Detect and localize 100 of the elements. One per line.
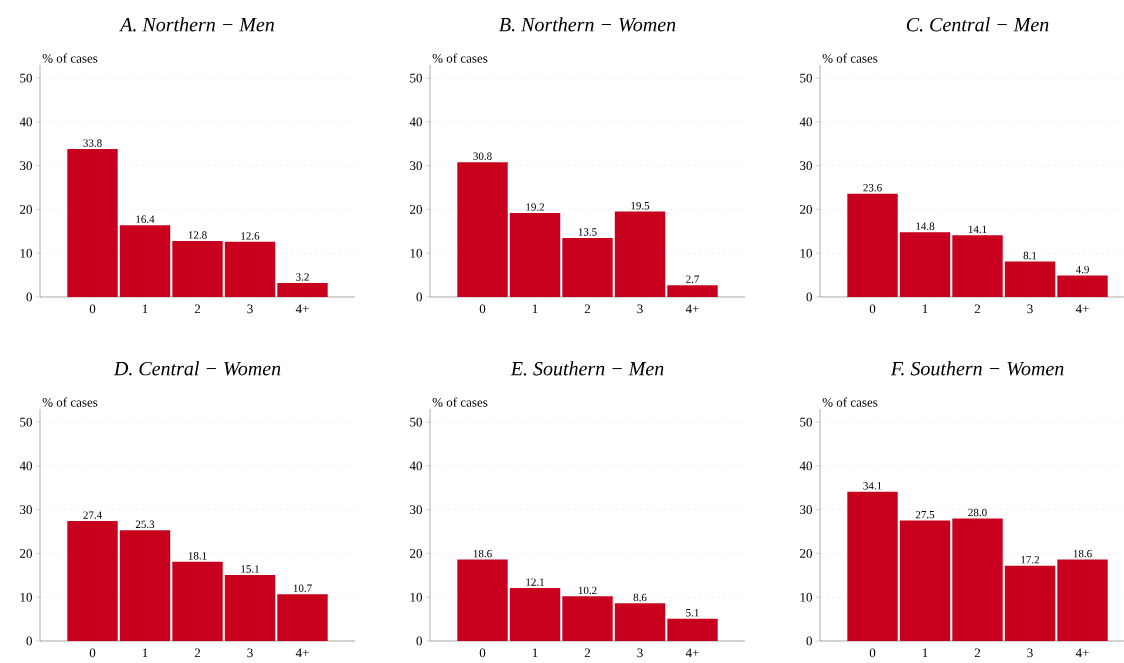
x-tick-label: 2 — [194, 648, 201, 658]
data-label: 12.1 — [526, 578, 544, 586]
chart-title: A. Northern − Men — [119, 17, 274, 32]
bar — [667, 285, 718, 297]
data-label: 27.5 — [915, 510, 935, 519]
data-label: 2.7 — [686, 275, 700, 283]
data-label: 12.8 — [188, 231, 207, 239]
data-label: 16.4 — [136, 215, 155, 223]
bar — [172, 561, 223, 641]
x-tick-label: 0 — [89, 648, 96, 658]
y-tick-label: 40 — [409, 117, 422, 127]
chart-title: B. Northern − Women — [499, 17, 676, 32]
x-tick-label: 1 — [142, 304, 148, 314]
chart-title: F. Southern − Women — [890, 361, 1064, 376]
x-tick-label: 0 — [89, 304, 96, 314]
y-axis-title: % of cases — [822, 397, 878, 407]
y-axis-title: % of cases — [42, 53, 98, 63]
bar — [562, 596, 613, 641]
y-tick-label: 10 — [410, 592, 422, 602]
data-label: 3.2 — [296, 273, 309, 281]
y-tick-label: 0 — [26, 292, 32, 302]
y-tick-label: 10 — [20, 248, 32, 258]
y-tick-label: 30 — [410, 161, 422, 171]
bar — [119, 225, 171, 297]
y-tick-label: 10 — [800, 592, 812, 602]
bar — [277, 282, 328, 297]
bar — [1004, 565, 1056, 641]
y-tick-label: 50 — [410, 417, 422, 427]
chart-title: D. Central − Women — [113, 361, 281, 376]
y-tick-label: 50 — [410, 73, 422, 83]
y-tick-label: 30 — [20, 161, 32, 171]
bar — [614, 603, 666, 641]
y-tick-label: 10 — [800, 248, 812, 258]
x-tick-label: 4+ — [295, 648, 309, 658]
x-tick-label: 1 — [142, 648, 148, 658]
y-tick-label: 0 — [806, 636, 812, 646]
data-label: 8.1 — [1023, 251, 1037, 260]
y-tick-label: 10 — [410, 248, 422, 258]
bar — [1057, 559, 1108, 641]
data-label: 14.8 — [916, 222, 935, 230]
x-tick-label: 1 — [922, 648, 928, 658]
data-label: 10.7 — [293, 584, 312, 592]
bar — [952, 518, 1003, 641]
y-axis-title: % of cases — [822, 53, 878, 63]
x-tick-label: 4+ — [295, 304, 309, 314]
x-tick-label: 2 — [974, 304, 981, 314]
bar — [509, 212, 561, 297]
bar — [277, 594, 328, 641]
x-tick-label: 4+ — [685, 304, 699, 314]
y-tick-label: 20 — [20, 549, 32, 558]
data-label: 18.6 — [1073, 549, 1092, 558]
y-tick-label: 0 — [416, 292, 422, 302]
y-axis-title: % of cases — [42, 397, 98, 407]
bar — [899, 520, 951, 641]
data-label: 27.4 — [83, 511, 102, 519]
data-label: 4.9 — [1075, 265, 1089, 274]
y-tick-label: 50 — [20, 73, 32, 83]
data-label: 18.1 — [188, 552, 207, 560]
x-tick-label: 3 — [1027, 304, 1033, 314]
bar — [1057, 275, 1108, 297]
x-tick-label: 4+ — [1075, 648, 1089, 658]
y-tick-label: 0 — [26, 636, 32, 646]
bar — [224, 574, 276, 641]
x-tick-label: 2 — [194, 304, 201, 314]
y-tick-label: 10 — [20, 592, 32, 602]
bar — [847, 491, 898, 641]
y-tick-label: 20 — [800, 549, 812, 558]
y-tick-label: 20 — [800, 205, 812, 214]
bar — [952, 235, 1003, 297]
x-tick-label: 1 — [532, 648, 538, 658]
data-label: 15.1 — [241, 565, 259, 573]
x-tick-label: 4+ — [685, 648, 699, 658]
x-tick-label: 2 — [584, 304, 591, 314]
chart-title: C. Central − Men — [906, 17, 1049, 32]
data-label: 19.5 — [631, 201, 650, 210]
y-tick-label: 40 — [799, 117, 812, 127]
chart-title: E. Southern − Men — [510, 361, 664, 376]
data-label: 19.2 — [526, 203, 545, 211]
bar — [847, 193, 898, 297]
y-tick-label: 30 — [410, 505, 422, 515]
y-tick-label: 40 — [799, 461, 812, 471]
x-tick-label: 3 — [637, 648, 643, 658]
bar — [509, 588, 561, 641]
x-tick-label: 0 — [479, 304, 486, 314]
y-tick-label: 20 — [410, 549, 422, 558]
x-tick-label: 4+ — [1075, 304, 1089, 314]
y-tick-label: 50 — [800, 417, 812, 427]
x-tick-label: 1 — [922, 304, 928, 314]
x-tick-label: 1 — [532, 304, 538, 314]
x-tick-label: 0 — [869, 648, 876, 658]
bar — [1004, 261, 1056, 297]
data-label: 25.3 — [135, 520, 155, 529]
y-tick-label: 40 — [19, 461, 32, 471]
x-tick-label: 2 — [584, 648, 591, 658]
y-tick-label: 0 — [806, 292, 812, 302]
data-label: 28.0 — [968, 508, 987, 517]
x-tick-label: 3 — [637, 304, 643, 314]
x-tick-label: 3 — [1027, 648, 1033, 658]
data-label: 10.2 — [578, 586, 597, 595]
y-tick-label: 50 — [800, 73, 812, 83]
